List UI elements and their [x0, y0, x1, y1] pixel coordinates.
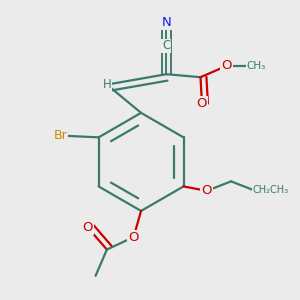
Text: CH₃: CH₃ — [247, 61, 266, 71]
Text: N: N — [161, 16, 171, 29]
Text: O: O — [201, 184, 212, 197]
Text: O: O — [221, 59, 232, 72]
Text: O: O — [197, 98, 207, 110]
Text: CH₂CH₃: CH₂CH₃ — [253, 185, 289, 195]
Text: C: C — [162, 40, 170, 52]
Text: O: O — [82, 221, 93, 234]
Text: Br: Br — [54, 129, 68, 142]
Text: H: H — [103, 78, 111, 91]
Text: O: O — [128, 231, 139, 244]
